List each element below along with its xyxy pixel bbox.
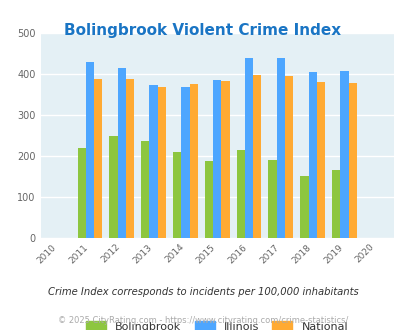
Bar <box>284 76 292 238</box>
Bar <box>173 152 181 238</box>
Bar <box>157 87 166 238</box>
Bar <box>109 136 117 238</box>
Bar <box>348 82 356 238</box>
Bar <box>204 161 213 238</box>
Bar <box>339 71 348 238</box>
Bar <box>141 141 149 238</box>
Text: Crime Index corresponds to incidents per 100,000 inhabitants: Crime Index corresponds to incidents per… <box>47 287 358 297</box>
Bar <box>300 176 308 238</box>
Bar <box>236 150 244 238</box>
Text: © 2025 CityRating.com - https://www.cityrating.com/crime-statistics/: © 2025 CityRating.com - https://www.city… <box>58 315 347 325</box>
Bar <box>316 82 324 238</box>
Bar <box>189 84 197 238</box>
Bar <box>221 81 229 238</box>
Bar <box>126 79 134 238</box>
Bar <box>77 148 85 238</box>
Legend: Bolingbrook, Illinois, National: Bolingbrook, Illinois, National <box>86 321 347 330</box>
Bar <box>213 81 221 238</box>
Bar <box>331 170 339 238</box>
Bar <box>85 62 94 238</box>
Bar <box>308 72 316 238</box>
Bar <box>253 75 261 238</box>
Bar <box>276 58 284 238</box>
Bar <box>268 160 276 238</box>
Text: Bolingbrook Violent Crime Index: Bolingbrook Violent Crime Index <box>64 23 341 38</box>
Bar <box>181 86 189 238</box>
Bar <box>94 79 102 238</box>
Bar <box>244 58 253 238</box>
Bar <box>149 85 157 238</box>
Bar <box>117 68 126 238</box>
